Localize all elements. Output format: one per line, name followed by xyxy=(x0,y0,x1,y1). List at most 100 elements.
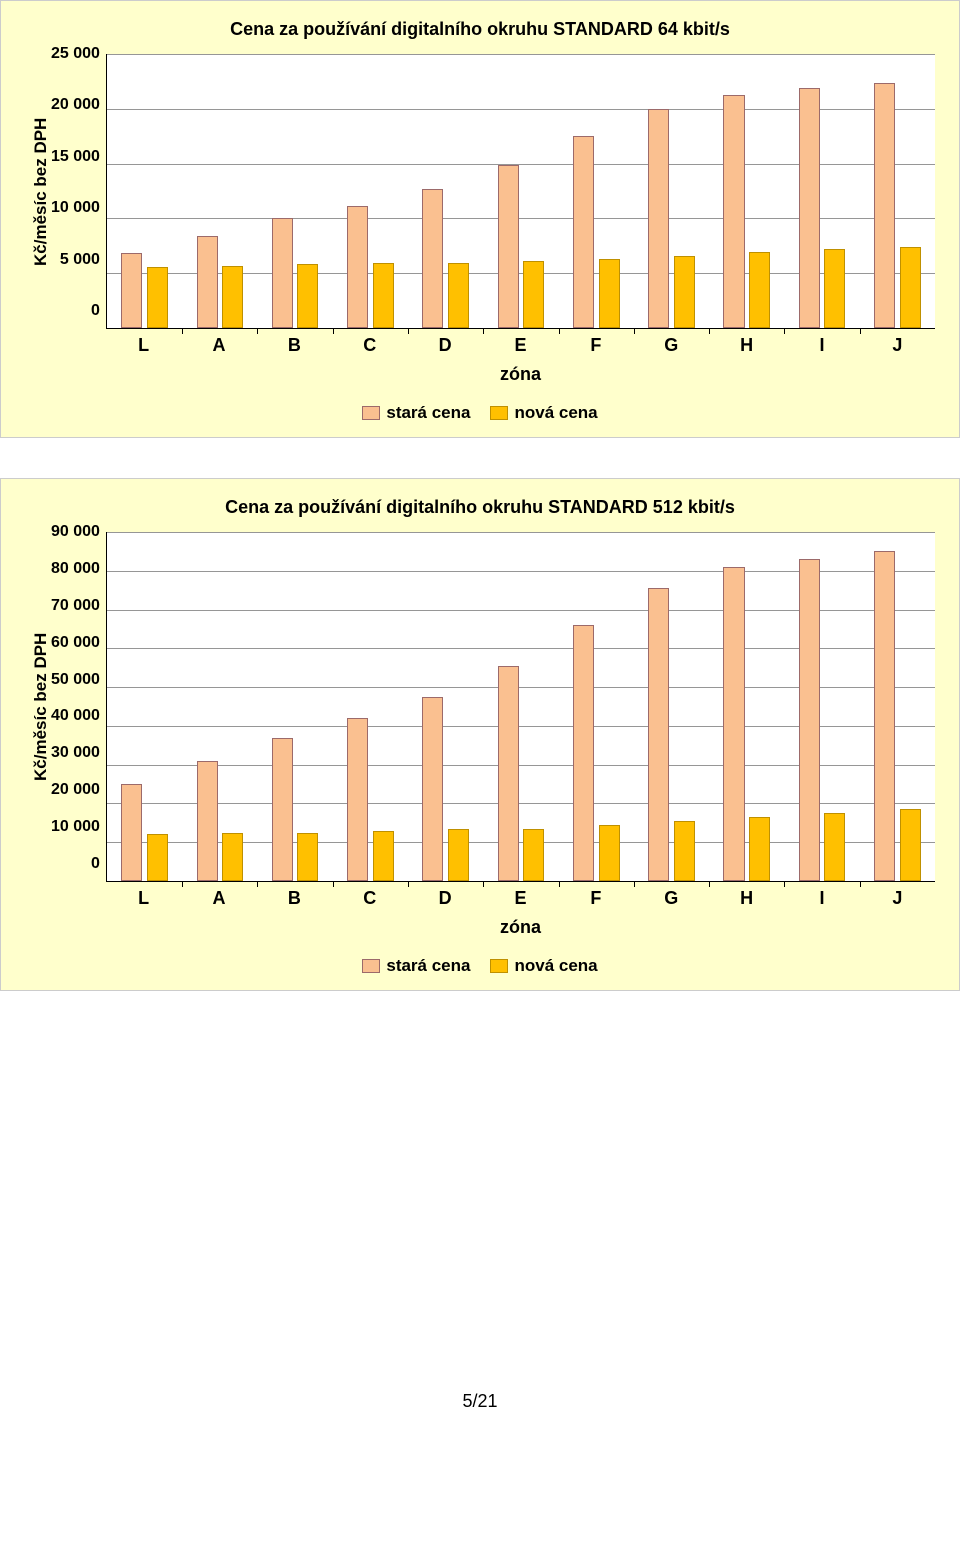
category-tick xyxy=(860,881,861,887)
y-tick-label: 5 000 xyxy=(60,251,100,269)
y-axis-title: Kč/měsíc bez DPH xyxy=(25,54,51,329)
bar-new xyxy=(824,249,845,328)
x-tick-label: L xyxy=(106,888,181,909)
category-cell xyxy=(182,54,257,328)
x-tick-label: D xyxy=(407,888,482,909)
legend-swatch xyxy=(362,406,380,420)
category-cell xyxy=(634,54,709,328)
plot-area xyxy=(106,532,935,882)
category-cell xyxy=(634,532,709,881)
category-cell xyxy=(333,532,408,881)
bar-new xyxy=(674,821,695,881)
category-tick xyxy=(182,328,183,334)
x-tick-label: C xyxy=(332,335,407,356)
category-tick xyxy=(333,328,334,334)
bars-layer xyxy=(107,54,935,328)
x-tick-label: F xyxy=(558,888,633,909)
page: Cena za používání digitalního okruhu STA… xyxy=(0,0,960,1442)
y-tick-label: 25 000 xyxy=(51,45,100,63)
x-tick-label: H xyxy=(709,888,784,909)
x-tick-label: I xyxy=(784,888,859,909)
x-tick-label: F xyxy=(558,335,633,356)
legend-label: stará cena xyxy=(386,956,470,976)
legend-label: stará cena xyxy=(386,403,470,423)
y-axis-labels: 90 00080 00070 00060 00050 00040 00030 0… xyxy=(51,523,106,873)
bar-old xyxy=(498,165,519,328)
category-tick xyxy=(559,328,560,334)
y-tick-label: 30 000 xyxy=(51,744,100,762)
plot-column: LABCDEFGHIJ zóna xyxy=(106,532,935,938)
category-tick xyxy=(559,881,560,887)
bar-old xyxy=(498,666,519,881)
category-cell xyxy=(559,54,634,328)
y-tick-label: 50 000 xyxy=(51,671,100,689)
legend-item: stará cena xyxy=(362,956,470,976)
bar-new xyxy=(448,829,469,881)
category-tick xyxy=(408,328,409,334)
x-tick-label: A xyxy=(181,335,256,356)
bar-old xyxy=(197,236,218,328)
x-tick-label: B xyxy=(257,335,332,356)
y-tick-label: 10 000 xyxy=(51,818,100,836)
legend-swatch xyxy=(362,959,380,973)
bar-new xyxy=(749,817,770,881)
bar-old xyxy=(422,189,443,328)
category-cell xyxy=(408,532,483,881)
category-cell xyxy=(860,532,935,881)
bar-old xyxy=(874,83,895,329)
bar-new xyxy=(749,252,770,328)
x-tick-label: B xyxy=(257,888,332,909)
category-tick xyxy=(860,328,861,334)
bar-old xyxy=(121,784,142,881)
legend-item: nová cena xyxy=(490,403,597,423)
bar-new xyxy=(824,813,845,881)
category-cell xyxy=(182,532,257,881)
bar-old xyxy=(197,761,218,881)
chart-title: Cena za používání digitalního okruhu STA… xyxy=(25,19,935,40)
bar-old xyxy=(347,206,368,328)
category-cell xyxy=(408,54,483,328)
bars-layer xyxy=(107,532,935,881)
bar-new xyxy=(599,259,620,328)
x-tick-label: H xyxy=(709,335,784,356)
legend-label: nová cena xyxy=(514,403,597,423)
x-tick-label: G xyxy=(634,335,709,356)
bar-new xyxy=(297,833,318,881)
bar-new xyxy=(448,263,469,328)
category-tick xyxy=(709,881,710,887)
category-tick xyxy=(784,328,785,334)
category-tick xyxy=(333,881,334,887)
category-cell xyxy=(258,54,333,328)
x-axis-labels: LABCDEFGHIJ xyxy=(106,888,935,909)
category-tick xyxy=(784,881,785,887)
y-axis-labels: 25 00020 00015 00010 0005 0000 xyxy=(51,45,106,320)
y-tick-label: 10 000 xyxy=(51,199,100,217)
bar-new xyxy=(674,256,695,328)
bar-old xyxy=(422,697,443,881)
legend: stará cena nová cena xyxy=(25,403,935,423)
x-axis-labels: LABCDEFGHIJ xyxy=(106,335,935,356)
bar-old xyxy=(874,551,895,881)
legend-item: stará cena xyxy=(362,403,470,423)
chart-body: Kč/měsíc bez DPH90 00080 00070 00060 000… xyxy=(25,532,935,938)
x-axis-title: zóna xyxy=(106,917,935,938)
bar-old xyxy=(121,253,142,328)
bar-old xyxy=(272,218,293,328)
x-tick-label: J xyxy=(860,888,935,909)
legend-item: nová cena xyxy=(490,956,597,976)
bar-old xyxy=(347,718,368,881)
bar-old xyxy=(723,567,744,881)
category-cell xyxy=(483,532,558,881)
bar-old xyxy=(573,136,594,328)
category-cell xyxy=(258,532,333,881)
category-cell xyxy=(784,532,859,881)
bar-old xyxy=(799,559,820,881)
bar-new xyxy=(147,267,168,328)
y-tick-label: 90 000 xyxy=(51,523,100,541)
category-tick xyxy=(483,328,484,334)
x-tick-label: A xyxy=(181,888,256,909)
bar-new xyxy=(900,247,921,328)
x-tick-label: I xyxy=(784,335,859,356)
x-tick-label: L xyxy=(106,335,181,356)
legend-label: nová cena xyxy=(514,956,597,976)
